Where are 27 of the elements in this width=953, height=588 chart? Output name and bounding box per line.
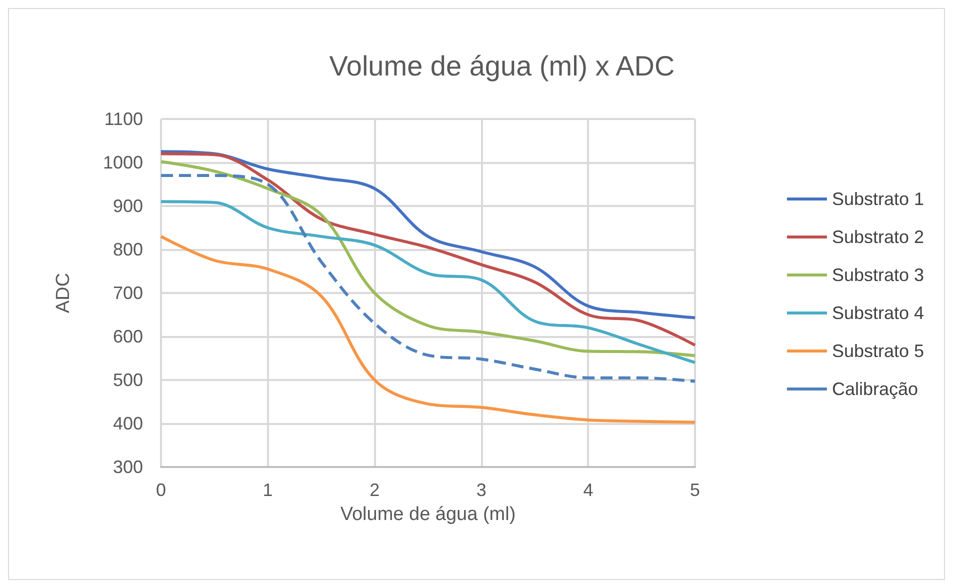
y-tick-label: 1100 xyxy=(104,109,143,129)
chart-title: Volume de água (ml) x ADC xyxy=(329,50,675,82)
legend-label: Substrato 4 xyxy=(832,303,924,323)
legend-label: Substrato 1 xyxy=(832,189,924,209)
line-series xyxy=(160,234,696,424)
legend-label: Substrato 2 xyxy=(832,227,924,247)
x-axis-title: Volume de água (ml) xyxy=(340,504,516,525)
legend-label: Substrato 5 xyxy=(832,341,924,361)
y-axis-title: ADC xyxy=(53,272,74,314)
x-tick-label: 5 xyxy=(690,480,700,500)
x-tick-label: 3 xyxy=(476,480,486,500)
x-tick-label: 2 xyxy=(370,480,380,500)
x-tick-label: 0 xyxy=(156,480,166,500)
x-tick-label: 1 xyxy=(262,480,273,500)
legend-label: Substrato 3 xyxy=(832,265,924,285)
y-tick-label: 900 xyxy=(112,196,143,216)
line-series xyxy=(160,174,696,383)
y-tick-label: 300 xyxy=(112,457,143,477)
y-tick-label: 400 xyxy=(112,414,143,434)
legend-label: Calibração xyxy=(832,379,918,399)
x-tick-label: 4 xyxy=(583,480,594,500)
y-tick-label: 1000 xyxy=(102,152,143,172)
line-series xyxy=(160,200,696,364)
y-tick-label: 800 xyxy=(112,240,143,260)
y-tick-label: 500 xyxy=(112,370,143,390)
y-tick-label: 700 xyxy=(112,283,143,303)
y-tick-label: 600 xyxy=(112,326,143,346)
